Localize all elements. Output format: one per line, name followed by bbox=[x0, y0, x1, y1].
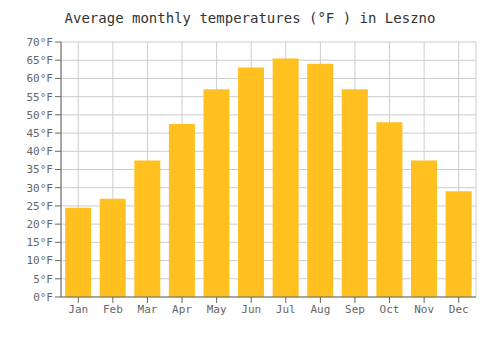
svg-text:Dec: Dec bbox=[449, 303, 469, 316]
svg-text:Feb: Feb bbox=[103, 303, 123, 316]
svg-text:30°F: 30°F bbox=[27, 182, 54, 195]
html-text:Average monthly temperatures (: Average monthly temperatures (°F ) in Le… bbox=[64, 10, 436, 26]
svg-text:0°F: 0°F bbox=[33, 291, 53, 304]
svg-text:40°F: 40°F bbox=[27, 145, 54, 158]
svg-text:65°F: 65°F bbox=[27, 54, 54, 67]
svg-text:15°F: 15°F bbox=[27, 236, 54, 249]
svg-text:May: May bbox=[207, 303, 227, 316]
svg-text:35°F: 35°F bbox=[27, 163, 54, 176]
svg-text:45°F: 45°F bbox=[27, 127, 54, 140]
svg-text:Jan: Jan bbox=[68, 303, 88, 316]
svg-text:Jun: Jun bbox=[241, 303, 261, 316]
svg-text:55°F: 55°F bbox=[27, 91, 54, 104]
svg-text:Aug: Aug bbox=[310, 303, 330, 316]
svg-text:Apr: Apr bbox=[172, 303, 192, 316]
svg-text:10°F: 10°F bbox=[27, 254, 54, 267]
svg-text:25°F: 25°F bbox=[27, 200, 54, 213]
svg-text:Jul: Jul bbox=[276, 303, 296, 316]
svg-text:Sep: Sep bbox=[345, 303, 365, 316]
svg-text:60°F: 60°F bbox=[27, 72, 54, 85]
svg-text:50°F: 50°F bbox=[27, 109, 54, 122]
svg-text:20°F: 20°F bbox=[27, 218, 54, 231]
svg-text:Mar: Mar bbox=[138, 303, 158, 316]
svg-text:Nov: Nov bbox=[414, 303, 434, 316]
svg-text:70°F: 70°F bbox=[27, 36, 54, 49]
svg-text:5°F: 5°F bbox=[33, 273, 53, 286]
svg-text:Oct: Oct bbox=[380, 303, 400, 316]
